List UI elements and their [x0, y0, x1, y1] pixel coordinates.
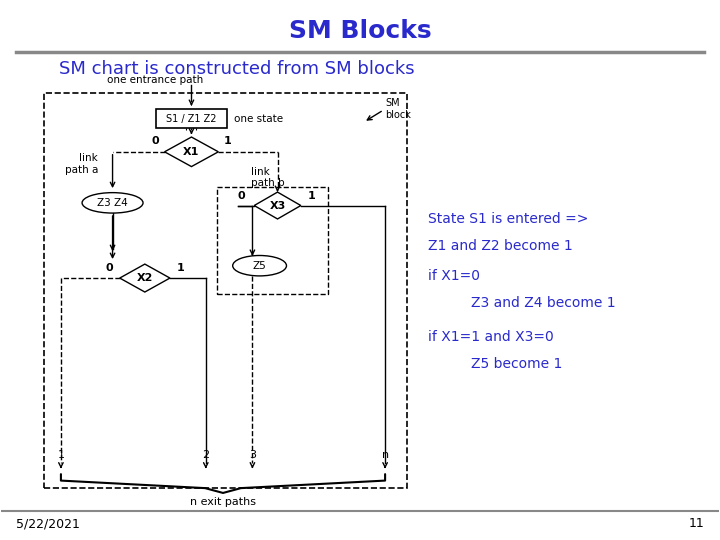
Polygon shape — [254, 192, 301, 219]
Text: 0: 0 — [152, 136, 159, 146]
Text: one state: one state — [235, 113, 284, 124]
Text: one entrance path: one entrance path — [107, 75, 204, 85]
Text: Z3 and Z4 become 1: Z3 and Z4 become 1 — [471, 296, 616, 310]
Text: 1: 1 — [58, 450, 64, 460]
Text: 0: 0 — [238, 191, 246, 201]
Text: link
path b: link path b — [251, 167, 284, 188]
Ellipse shape — [233, 255, 287, 276]
Text: S1 / Z1 Z2: S1 / Z1 Z2 — [166, 113, 217, 124]
Text: 2: 2 — [202, 450, 210, 460]
Text: SM
block: SM block — [385, 98, 411, 120]
Text: n: n — [382, 450, 389, 460]
Text: X3: X3 — [269, 200, 286, 211]
Text: 3: 3 — [249, 450, 256, 460]
Text: 1: 1 — [307, 191, 315, 201]
Text: 5/22/2021: 5/22/2021 — [16, 517, 80, 530]
Polygon shape — [165, 137, 218, 166]
Bar — [217, 187, 328, 294]
Bar — [156, 109, 228, 128]
Text: if X1=0: if X1=0 — [428, 269, 480, 284]
Text: Z3 Z4: Z3 Z4 — [97, 198, 128, 208]
Text: n exit paths: n exit paths — [190, 497, 256, 507]
Polygon shape — [120, 264, 170, 292]
Text: 0: 0 — [105, 264, 113, 273]
Ellipse shape — [82, 193, 143, 213]
Text: SM chart is constructed from SM blocks: SM chart is constructed from SM blocks — [59, 59, 415, 78]
Text: Z5 become 1: Z5 become 1 — [471, 357, 562, 371]
Text: if X1=1 and X3=0: if X1=1 and X3=0 — [428, 330, 554, 344]
Bar — [45, 93, 407, 488]
Text: X2: X2 — [137, 273, 153, 283]
Text: link
path a: link path a — [65, 153, 98, 175]
Text: 11: 11 — [688, 517, 704, 530]
Text: 1: 1 — [177, 264, 184, 273]
Text: Z1 and Z2 become 1: Z1 and Z2 become 1 — [428, 239, 573, 253]
Text: 1: 1 — [223, 136, 231, 146]
Text: State S1 is entered =>: State S1 is entered => — [428, 212, 588, 226]
Text: Z5: Z5 — [253, 261, 266, 271]
Text: X1: X1 — [184, 147, 199, 157]
Text: SM Blocks: SM Blocks — [289, 19, 431, 43]
